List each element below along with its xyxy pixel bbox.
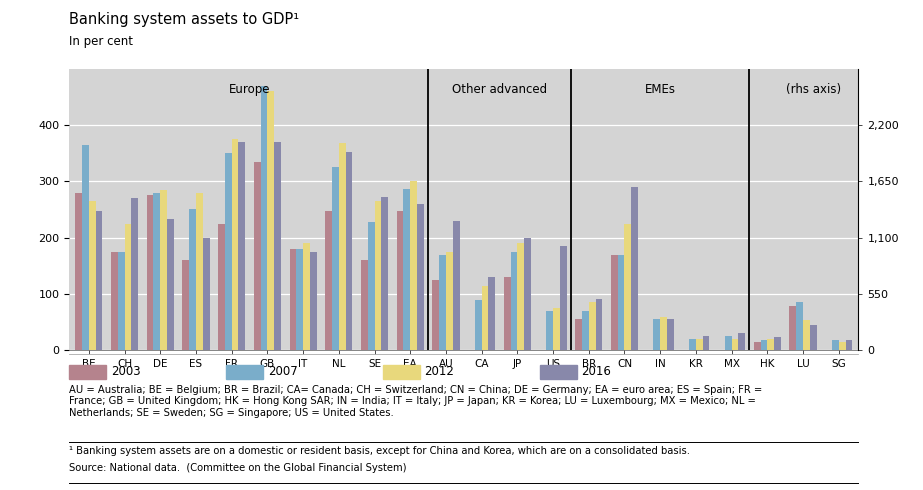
Bar bbox=[482, 286, 488, 350]
Bar bbox=[381, 197, 388, 350]
Bar bbox=[439, 255, 446, 350]
Bar bbox=[274, 142, 281, 350]
Bar bbox=[303, 244, 310, 350]
Bar bbox=[196, 193, 203, 350]
Bar bbox=[89, 201, 96, 350]
Bar bbox=[702, 336, 710, 350]
Text: Source: National data.  (Committee on the Global Financial System): Source: National data. (Committee on the… bbox=[69, 463, 407, 473]
Bar bbox=[631, 187, 638, 350]
Bar bbox=[553, 308, 560, 350]
Bar bbox=[653, 319, 660, 350]
Bar bbox=[118, 252, 125, 350]
Bar bbox=[524, 238, 531, 350]
Bar bbox=[161, 190, 167, 350]
Text: Europe: Europe bbox=[229, 83, 270, 96]
Bar bbox=[797, 302, 803, 350]
Bar bbox=[845, 340, 852, 350]
Bar bbox=[203, 238, 210, 350]
Bar bbox=[410, 181, 417, 350]
Bar bbox=[232, 139, 238, 350]
Text: In per cent: In per cent bbox=[69, 35, 133, 49]
Bar bbox=[689, 339, 696, 350]
Bar bbox=[832, 340, 839, 350]
Bar bbox=[560, 246, 567, 350]
Text: 2003: 2003 bbox=[111, 366, 140, 378]
Bar bbox=[582, 311, 589, 350]
Text: EMEs: EMEs bbox=[644, 83, 676, 96]
Bar bbox=[754, 342, 761, 350]
Bar bbox=[325, 211, 332, 350]
Bar bbox=[397, 211, 403, 350]
Text: AU = Australia; BE = Belgium; BR = Brazil; CA= Canada; CH = Switzerland; CN = Ch: AU = Australia; BE = Belgium; BR = Brazi… bbox=[69, 385, 762, 418]
Bar bbox=[617, 255, 625, 350]
Bar bbox=[296, 249, 303, 350]
Bar bbox=[667, 319, 674, 350]
Bar bbox=[125, 223, 131, 350]
Bar bbox=[225, 153, 232, 350]
Bar bbox=[361, 260, 367, 350]
Bar bbox=[339, 143, 345, 350]
Bar bbox=[96, 211, 102, 350]
Text: 2007: 2007 bbox=[268, 366, 297, 378]
Bar bbox=[446, 252, 453, 350]
Bar bbox=[725, 336, 732, 350]
Bar bbox=[611, 255, 617, 350]
Bar bbox=[732, 339, 738, 350]
Bar bbox=[839, 342, 845, 350]
Bar bbox=[575, 319, 582, 350]
Bar bbox=[254, 162, 260, 350]
Bar bbox=[589, 302, 595, 350]
Bar bbox=[290, 249, 296, 350]
Bar bbox=[803, 319, 809, 350]
Bar bbox=[767, 339, 774, 350]
Bar bbox=[375, 201, 381, 350]
Bar bbox=[546, 311, 553, 350]
Text: (rhs axis): (rhs axis) bbox=[786, 83, 842, 96]
Bar bbox=[367, 222, 375, 350]
Bar bbox=[660, 317, 667, 350]
Bar bbox=[474, 300, 482, 350]
Bar bbox=[504, 277, 510, 350]
Bar bbox=[595, 298, 603, 350]
Bar bbox=[761, 340, 767, 350]
Text: 2016: 2016 bbox=[581, 366, 611, 378]
Bar bbox=[809, 325, 817, 350]
Bar bbox=[403, 189, 410, 350]
Text: Banking system assets to GDP¹: Banking system assets to GDP¹ bbox=[69, 12, 299, 27]
Bar bbox=[432, 280, 439, 350]
Bar bbox=[332, 167, 339, 350]
Text: Other advanced: Other advanced bbox=[452, 83, 547, 96]
Bar bbox=[453, 221, 460, 350]
Bar bbox=[789, 306, 797, 350]
Bar bbox=[167, 219, 174, 350]
Bar bbox=[147, 196, 153, 350]
Bar bbox=[268, 91, 274, 350]
Bar bbox=[510, 252, 518, 350]
Bar bbox=[774, 337, 781, 350]
Text: ¹ Banking system assets are on a domestic or resident basis, except for China an: ¹ Banking system assets are on a domesti… bbox=[69, 446, 690, 456]
Bar bbox=[518, 244, 524, 350]
Bar bbox=[345, 152, 353, 350]
Bar bbox=[82, 145, 89, 350]
Bar bbox=[238, 142, 246, 350]
Bar bbox=[310, 252, 317, 350]
Bar bbox=[260, 86, 268, 350]
Bar bbox=[153, 193, 161, 350]
Bar bbox=[76, 193, 82, 350]
Bar bbox=[189, 210, 196, 350]
Bar bbox=[417, 204, 424, 350]
Bar bbox=[488, 277, 496, 350]
Bar bbox=[111, 252, 118, 350]
Bar bbox=[218, 223, 225, 350]
Bar bbox=[696, 339, 702, 350]
Bar bbox=[738, 334, 745, 350]
Bar bbox=[183, 260, 189, 350]
Bar bbox=[625, 223, 631, 350]
Text: 2012: 2012 bbox=[425, 366, 454, 378]
Bar bbox=[131, 198, 138, 350]
